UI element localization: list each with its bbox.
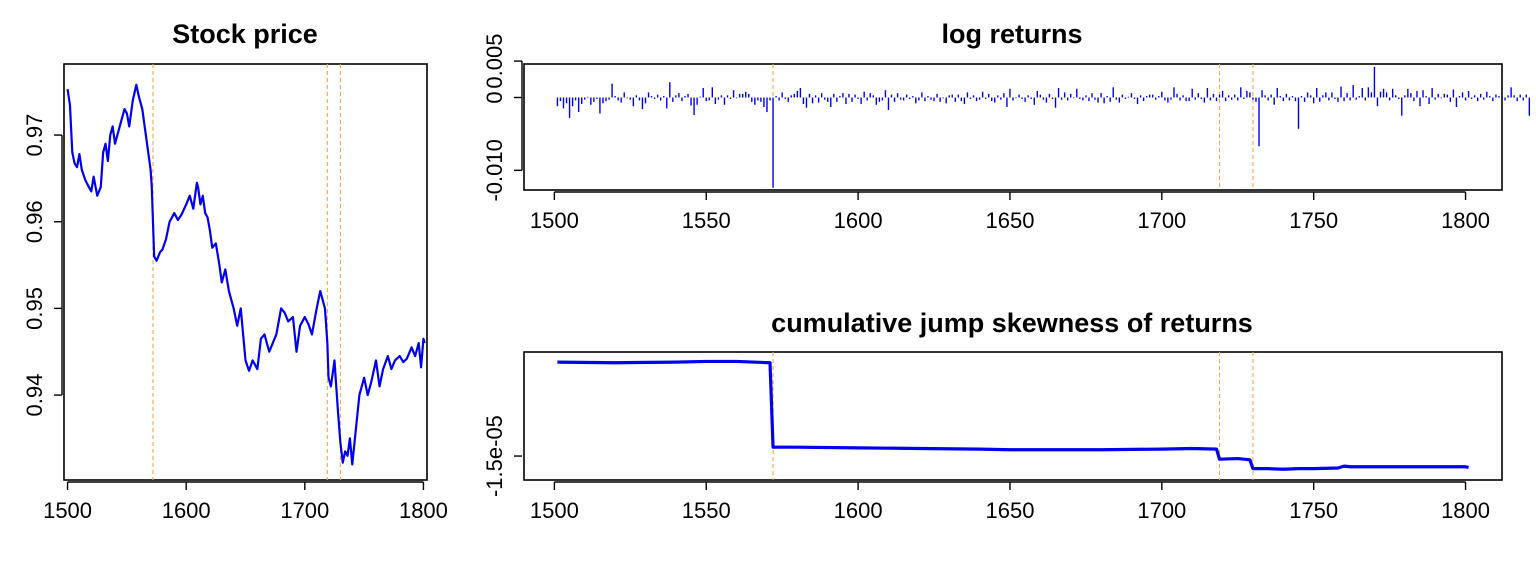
logret-x-tick-label: 1650: [985, 208, 1034, 233]
cumjump-x-tick-label: 1800: [1441, 498, 1490, 523]
logret-y-tick-label: -0.010: [482, 139, 507, 201]
logret-x-tick-label: 1800: [1441, 208, 1490, 233]
cumjump-x-tick-label: 1700: [1137, 498, 1186, 523]
cumulative-jump-skewness-title: cumulative jump skewness of returns: [771, 308, 1253, 338]
stock-x-tick-label: 1800: [399, 498, 448, 523]
stock-x-tick-label: 1600: [162, 498, 211, 523]
stock-price-title: Stock price: [172, 19, 318, 49]
log-returns-title: log returns: [941, 19, 1082, 49]
stock-price-plot-frame: [63, 63, 428, 481]
stock-price-panel: Stock price 1500 1600 1700 1800 0.94 0.95 0.9…: [22, 19, 448, 523]
cumjump-x-tick-label: 1650: [985, 498, 1034, 523]
logret-x-tick-label: 1600: [834, 208, 883, 233]
cumjump-y-tick-label: -1.5e-05: [482, 415, 507, 497]
cumjump-x-tick-label: 1550: [682, 498, 731, 523]
logret-y-tick-label: 0.005: [482, 34, 507, 89]
stock-x-tick-label: 1500: [43, 498, 92, 523]
logret-x-tick-label: 1700: [1137, 208, 1186, 233]
log-returns-plot-frame: [523, 63, 1503, 191]
cumjump-x-tick-label: 1600: [834, 498, 883, 523]
logret-y-tick-label: 0: [482, 91, 507, 103]
stock-y-tick-label: 0.97: [22, 114, 47, 157]
log-returns-panel: log returns 1500 1550 1600 1650 1700 1750 1800…: [482, 19, 1531, 233]
cumjump-series-line: [557, 359, 1469, 471]
stock-x-tick-label: 1700: [280, 498, 329, 523]
cumulative-jump-skewness-panel: cumulative jump skewness of returns 1500…: [482, 308, 1503, 523]
logret-x-tick-label: 1500: [530, 208, 579, 233]
stock-y-tick-label: 0.96: [22, 200, 47, 243]
cumulative-jump-skewness-plot-frame: [523, 351, 1503, 481]
stock-y-tick-label: 0.94: [22, 374, 47, 417]
cumjump-x-tick-label: 1750: [1289, 498, 1338, 523]
stock-series-line: [66, 83, 426, 466]
logret-x-tick-label: 1750: [1289, 208, 1338, 233]
stock-y-tick-label: 0.95: [22, 287, 47, 330]
cumjump-x-tick-label: 1500: [530, 498, 579, 523]
logret-x-tick-label: 1550: [682, 208, 731, 233]
